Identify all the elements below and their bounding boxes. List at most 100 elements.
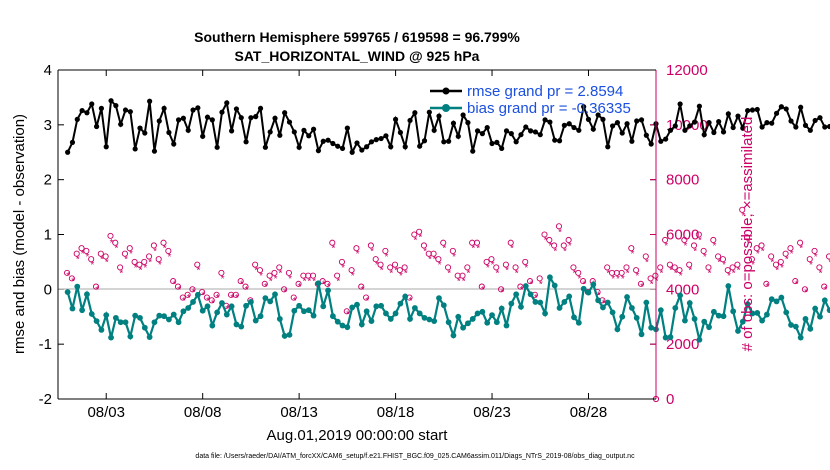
bias-point (132, 312, 139, 319)
rmse-point (552, 137, 558, 143)
rmse-point (764, 120, 770, 126)
rmse-point (600, 116, 606, 122)
rmse-point (431, 127, 437, 133)
rmse-point (773, 110, 780, 116)
rmse-point (161, 105, 167, 111)
obs-assimilated-point: * (254, 266, 258, 277)
rmse-point (817, 115, 823, 121)
obs-assimilated-point: * (693, 246, 697, 257)
obs-possible-point (666, 261, 673, 268)
obs-assimilated-point: * (447, 268, 451, 279)
obs-assimilated-point: * (235, 293, 239, 304)
obs-possible-point (633, 267, 640, 274)
rmse-point (503, 128, 510, 134)
bias-point (682, 317, 688, 324)
bias-point (392, 310, 399, 317)
obs-assimilated-point: * (495, 268, 499, 279)
bias-point (233, 321, 240, 328)
obs-possible-point (290, 294, 297, 301)
rmse-point (412, 110, 418, 116)
obs-possible-point (68, 275, 75, 282)
bias-point (730, 308, 737, 315)
rmse-point (180, 115, 186, 121)
obs-assimilated-point: * (712, 241, 716, 252)
bias-series (64, 273, 830, 343)
rmse-point (262, 144, 268, 150)
obs-possible-point (107, 232, 114, 239)
obs-possible-point (256, 267, 264, 274)
bias-point (503, 322, 510, 329)
obs-assimilated-point: * (336, 277, 340, 288)
rmse-point (778, 104, 784, 110)
bias-point (175, 319, 182, 326)
rmse-point (407, 117, 413, 124)
bias-point (69, 305, 76, 312)
rmse-point (330, 140, 336, 147)
obs-assimilated-point: * (717, 257, 721, 268)
rmse-point (93, 123, 100, 130)
obs-possible-point (459, 272, 466, 279)
obs-assimilated-point: * (684, 241, 688, 252)
legend-bias-label: bias grand pr = -0.36335 (467, 100, 631, 117)
rmse-point (556, 138, 563, 144)
obs-assimilated-point: * (785, 255, 789, 266)
right-tick-label: 12000 (666, 62, 708, 79)
obs-assimilated-point: * (245, 285, 249, 296)
rmse-point (296, 144, 302, 150)
obs-possible-point (179, 294, 186, 301)
rmse-point (585, 116, 592, 122)
obs-assimilated-point: * (312, 277, 316, 288)
obs-possible-point (199, 289, 206, 296)
obs-assimilated-point: * (727, 271, 731, 282)
obs-assimilated-point: * (611, 274, 615, 285)
rmse-point (720, 129, 727, 135)
rmse-point (344, 125, 350, 131)
obs-possible-point (787, 245, 794, 252)
bias-point (628, 305, 635, 311)
bias-point (720, 313, 727, 320)
obs-possible-point (92, 283, 100, 290)
rmse-point (378, 135, 384, 142)
obs-assimilated-point: * (698, 235, 702, 246)
bias-point (561, 299, 568, 305)
obs-assimilated-point: * (602, 299, 606, 310)
rmse-point (175, 117, 182, 123)
rmse-point (581, 104, 587, 110)
rmse-point (166, 129, 172, 136)
bias-point (180, 308, 187, 315)
obs-possible-point (715, 253, 722, 260)
rmse-point (658, 138, 664, 144)
rmse-point (619, 130, 625, 136)
bias-point (749, 310, 756, 317)
obs-possible-point (194, 261, 201, 268)
bias-point (315, 280, 322, 287)
obs-assimilated-point: * (645, 257, 649, 268)
obs-possible-point (555, 223, 563, 230)
obs-assimilated-point: * (790, 249, 794, 260)
rmse-point (706, 120, 712, 126)
obs-possible-point (285, 269, 292, 276)
bias-point (624, 294, 630, 300)
bias-point (585, 289, 592, 296)
bias-point (339, 322, 346, 329)
rmse-point (103, 144, 109, 150)
obs-assimilated-point: * (476, 244, 480, 255)
obs-possible-point (676, 267, 683, 274)
bias-point (185, 305, 192, 311)
rmse-point (508, 131, 514, 137)
bias-point (575, 319, 582, 326)
obs-assimilated-point: * (327, 282, 331, 293)
rmse-point (691, 119, 698, 125)
obs-assimilated-point: * (828, 257, 830, 268)
bias-point (161, 313, 167, 320)
obs-assimilated-point: * (442, 244, 446, 255)
obs-possible-point (435, 256, 442, 263)
bias-point (797, 334, 804, 341)
x-tick-label: 08/23 (473, 404, 511, 421)
obs-assimilated-point: * (418, 233, 422, 244)
obs-possible-point (338, 258, 346, 265)
bias-point (754, 310, 761, 316)
obs-assimilated-point: * (471, 244, 475, 255)
obs-possible-point (478, 283, 485, 290)
obs-possible-point (782, 250, 789, 257)
